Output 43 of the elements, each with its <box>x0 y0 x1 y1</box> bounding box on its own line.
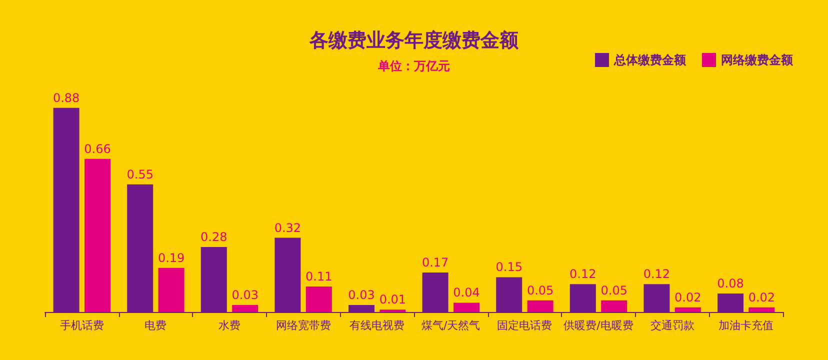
data-label: 0.11 <box>306 269 332 284</box>
x-tick-label: 煤气/天然气 <box>422 319 480 332</box>
x-tick-label: 固定电话费 <box>497 319 552 332</box>
data-label: 0.88 <box>52 90 80 105</box>
bar <box>306 286 332 312</box>
bar <box>601 300 628 312</box>
data-label: 0.05 <box>600 283 628 298</box>
data-label: 0.17 <box>422 256 449 270</box>
data-label: 0.04 <box>453 286 480 300</box>
x-tick-label: 供暖费/电暖费 <box>564 319 634 332</box>
data-label: 0.12 <box>570 267 596 282</box>
bar <box>674 307 701 312</box>
chart-subtitle: 单位：万亿元 <box>377 59 450 73</box>
bar <box>527 300 554 312</box>
data-label: 0.55 <box>126 167 154 182</box>
data-label: 0.05 <box>526 283 554 298</box>
bar <box>454 302 480 312</box>
x-tick-label: 水费 <box>218 319 240 332</box>
data-label: 0.28 <box>200 230 228 244</box>
data-label: 0.03 <box>232 288 258 302</box>
x-tick-label: 有线电视费 <box>350 319 405 332</box>
data-label: 0.32 <box>274 220 302 235</box>
bar <box>84 158 110 312</box>
data-label: 0.03 <box>348 288 375 302</box>
x-tick-label: 手机话费 <box>60 319 104 332</box>
data-label: 0.19 <box>158 250 185 265</box>
bar <box>158 268 184 312</box>
data-label: 0.01 <box>379 292 406 307</box>
data-label: 0.08 <box>717 276 744 290</box>
legend-label: 网络缴费金额 <box>721 53 794 67</box>
legend-label: 总体缴费金额 <box>613 53 687 67</box>
data-label: 0.15 <box>496 260 522 274</box>
data-label: 0.12 <box>643 267 670 282</box>
x-tick-label: 加油卡充值 <box>718 319 774 332</box>
chart-title: 各缴费业务年度缴费金额 <box>308 30 520 52</box>
data-label: 0.02 <box>748 290 776 304</box>
data-label: 0.02 <box>674 290 702 304</box>
bar <box>232 305 258 312</box>
x-tick-label: 网络宽带费 <box>276 319 331 332</box>
bar <box>748 307 775 312</box>
x-tick-label: 电费 <box>144 319 167 332</box>
data-label: 0.66 <box>84 142 111 156</box>
x-tick-label: 交通罚款 <box>650 319 694 332</box>
